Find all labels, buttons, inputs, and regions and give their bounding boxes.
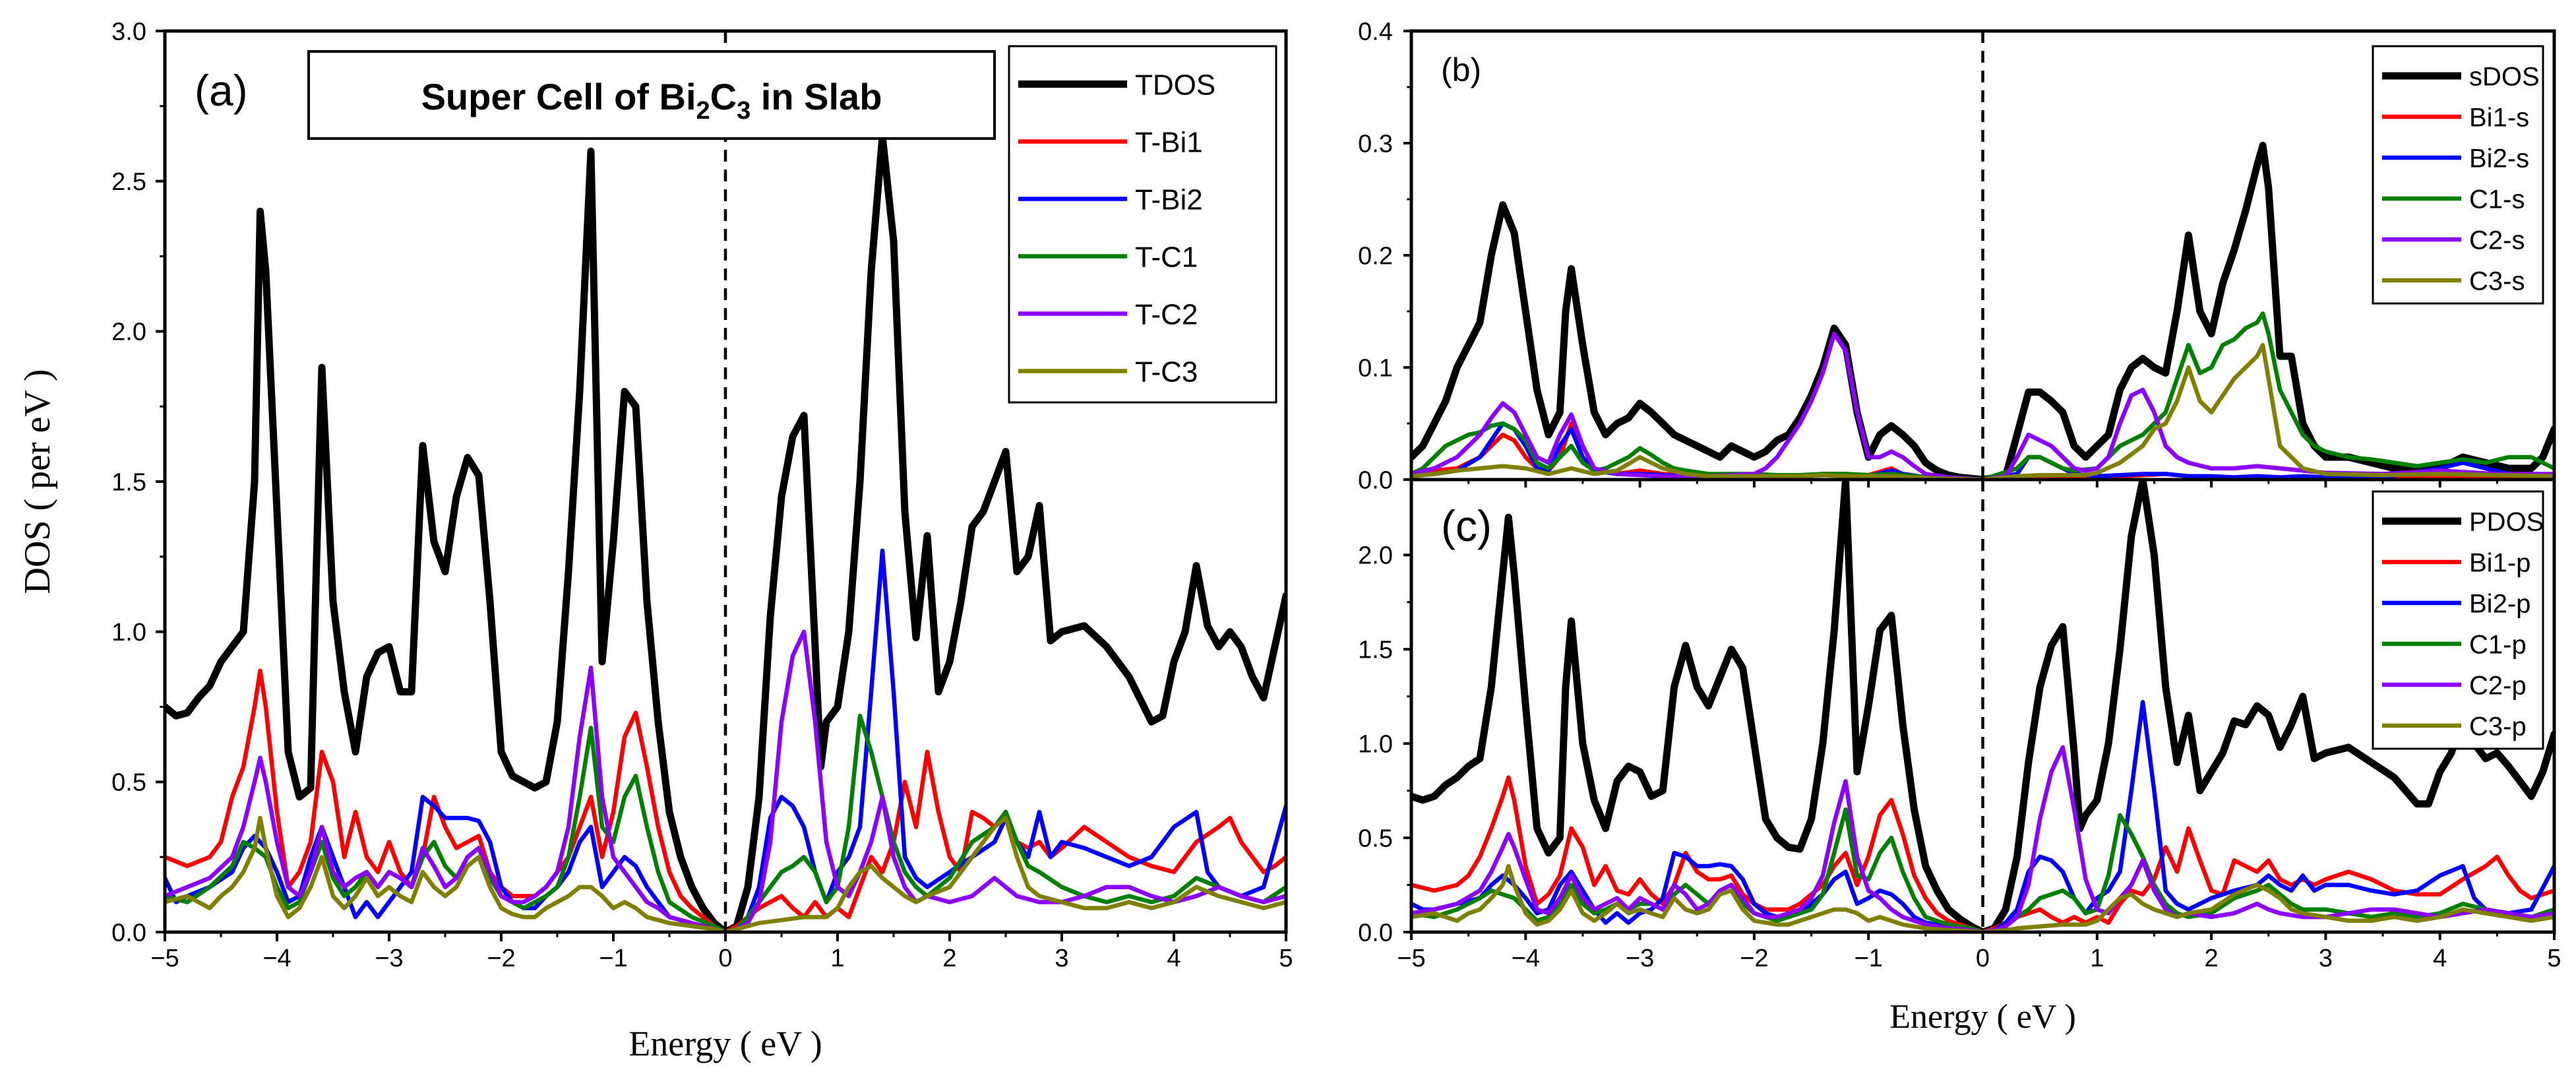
x-tick-label: −1 (599, 945, 627, 972)
x-tick-label: −5 (1397, 945, 1425, 972)
series-group (1411, 141, 2554, 480)
legend-label-bi1-p: Bi1-p (2469, 548, 2530, 577)
y-axis-title: DOS ( per eV ) (17, 369, 58, 594)
y-tick-label: 0.5 (111, 769, 146, 797)
x-tick-label: 3 (1055, 945, 1068, 972)
panel-c-chart: −5 −4 −3 −2 −1 0 1 2 3 4 5 0.0 0.5 1.0 1.5 2.0 Energy ( … (1358, 478, 2561, 1036)
title-part: C (710, 76, 737, 117)
legend-label-t-bi1: T-Bi1 (1135, 126, 1203, 158)
y-tick-label: 0.3 (1358, 130, 1393, 158)
legend-label-c1-p: C1-p (2469, 630, 2527, 659)
series-line-c3-p (1411, 864, 2554, 932)
y-tick-label: 0.5 (1358, 825, 1393, 852)
y-tick-label: 0.1 (1358, 354, 1393, 382)
series-line-c2-p (1411, 745, 2554, 932)
legend-label-tdos: TDOS (1135, 69, 1215, 101)
x-tick-label: −5 (150, 945, 179, 972)
legend-label-bi1-s: Bi1-s (2469, 103, 2529, 132)
legend-label-pdos: PDOS (2469, 507, 2544, 536)
title-box (307, 50, 996, 140)
legend: TDOS T-Bi1 T-Bi2 T-C1 T-C2 T-C3 (1008, 45, 1277, 404)
panel-b-chart: 0.0 0.1 0.2 0.3 0.4 (b) sDOS Bi1-s Bi2-s C1-s C2-s… (1358, 18, 2556, 494)
panel-a-chart: −5 −4 −3 −2 −1 0 1 2 3 4 50.00.51.01.52.02.53.0Ene… (17, 18, 1293, 1063)
series-line-c3-s (1411, 342, 2554, 480)
panel-label: (b) (1441, 51, 1481, 88)
y-tick-label: 2.5 (111, 168, 146, 196)
legend-label-c3-p: C3-p (2469, 712, 2527, 741)
series-line-c2-s (1411, 331, 2554, 480)
x-axis-title: Energy ( eV ) (629, 1024, 822, 1063)
x-tick-label: 0 (718, 945, 732, 972)
x-tick-label: 2 (942, 945, 956, 972)
chart-title: Super Cell of Bi2C3 in Slab (421, 76, 882, 125)
series-line-pdos (1411, 480, 2554, 932)
x-tick-label: 1 (2090, 945, 2104, 972)
y-tick-label: 3.0 (111, 18, 146, 46)
legend-label-bi2-s: Bi2-s (2469, 144, 2529, 173)
title-subscript: 2 (696, 97, 710, 125)
series-line-bi2-s (1411, 421, 2554, 480)
y-tick-label: 2.0 (1358, 542, 1393, 570)
y-tick-label: 0.4 (1358, 18, 1393, 46)
x-tick-label: −4 (1512, 945, 1540, 972)
series-line-c1-p (1411, 807, 2554, 932)
series-line-c1-s (1411, 311, 2554, 480)
series-line-t-bi1 (165, 668, 1286, 932)
legend-label-sdos: sDOS (2469, 62, 2540, 91)
legend: PDOS Bi1-p Bi2-p C1-p C2-p C3-p (2372, 490, 2544, 750)
title-part: in Slab (751, 76, 882, 117)
series-line-tdos (165, 132, 1286, 932)
x-tick-label: 3 (2319, 945, 2333, 972)
x-tick-label: 5 (2547, 945, 2561, 972)
y-tick-label: 0.0 (1358, 466, 1393, 494)
x-tick-label: −1 (1855, 945, 1883, 972)
legend-label-c2-s: C2-s (2469, 226, 2525, 255)
x-tick-label: 4 (2433, 945, 2447, 972)
panel-label: (c) (1441, 501, 1492, 550)
x-tick-label: 4 (1167, 945, 1181, 972)
y-tick-label: 1.5 (111, 468, 146, 496)
y-tick-label: 1.0 (111, 619, 146, 646)
x-tick-label: −2 (1740, 945, 1768, 972)
y-tick-label: 0.2 (1358, 242, 1393, 270)
series-line-t-c1 (165, 713, 1286, 932)
x-tick-label: 5 (1279, 945, 1293, 972)
y-tick-label: 1.0 (1358, 730, 1393, 758)
x-tick-label: 1 (830, 945, 844, 972)
legend-box (2372, 45, 2544, 305)
legend-label-c3-s: C3-s (2469, 267, 2525, 296)
legend-label-t-c3: T-C3 (1135, 356, 1198, 388)
series-line-t-c2 (165, 629, 1286, 932)
panel-label: (a) (195, 66, 248, 115)
legend-box (2372, 490, 2544, 750)
legend-box (1008, 45, 1277, 404)
legend-label-c1-s: C1-s (2469, 185, 2525, 214)
title-subscript: 3 (737, 97, 751, 125)
x-tick-label: −4 (262, 945, 291, 972)
legend-label-c2-p: C2-p (2469, 671, 2527, 700)
x-axis-title: Energy ( eV ) (1889, 998, 2076, 1036)
series-line-sdos (1411, 141, 2554, 480)
legend-label-t-bi2: T-Bi2 (1135, 183, 1203, 216)
y-tick-label: 1.5 (1358, 637, 1393, 664)
legend: sDOS Bi1-s Bi2-s C1-s C2-s C3-s (2372, 45, 2544, 305)
x-tick-label: −2 (487, 945, 515, 972)
series-group (165, 132, 1286, 932)
series-group (1411, 480, 2554, 932)
y-tick-label: 0.0 (1358, 919, 1393, 947)
y-tick-label: 2.0 (111, 319, 146, 346)
series-line-t-c3 (165, 815, 1286, 932)
y-tick-label: 0.0 (111, 919, 146, 947)
legend-label-t-c2: T-C2 (1135, 298, 1198, 330)
x-tick-label: 2 (2205, 945, 2219, 972)
x-tick-label: −3 (1626, 945, 1654, 972)
legend-label-t-c1: T-C1 (1135, 241, 1198, 273)
x-tick-label: 0 (1976, 945, 1990, 972)
legend-label-bi2-p: Bi2-p (2469, 589, 2530, 618)
title-part: Super Cell of Bi (421, 76, 696, 117)
x-tick-label: −3 (375, 945, 403, 972)
